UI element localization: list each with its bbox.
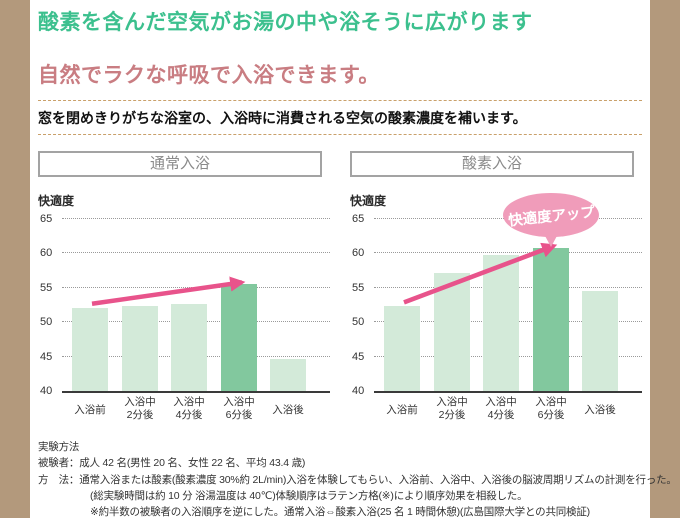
bar-value — [270, 359, 306, 391]
comfort-up-balloon: 快適度アップ — [503, 193, 599, 237]
bar-highlight — [221, 284, 257, 391]
page-content: 酸素を含んだ空気がお湯の中や浴そうに広がります 自然でラクな呼吸で入浴できます。… — [30, 0, 650, 518]
y-tick-label: 50 — [352, 316, 364, 328]
y-tick-label: 40 — [352, 385, 364, 397]
y-tick-label: 50 — [40, 316, 52, 328]
chart-title-box: 通常入浴 — [38, 151, 322, 177]
note-box: 窓を閉めきりがちな浴室の、入浴時に消費される空気の酸素濃度を補います。 — [38, 100, 642, 135]
x-axis-label: 入浴後 — [568, 404, 632, 417]
footer-line: 方 法：通常入浴または酸素(酸素濃度 30%約 2L/min)入浴を体験してもら… — [38, 472, 642, 488]
y-tick-label: 55 — [352, 282, 364, 294]
y-tick-label: 45 — [40, 351, 52, 363]
page-title: 酸素を含んだ空気がお湯の中や浴そうに広がります — [38, 6, 642, 36]
bar-value — [122, 306, 158, 391]
y-tick-label: 65 — [352, 213, 364, 225]
y-axis-title: 快適度 — [350, 192, 642, 209]
chart-panel-oxygen-bath: 酸素入浴 快適度 65 60 55 50 45 40 快適度アップ 入浴前入浴中 2分後入… — [350, 151, 642, 427]
y-tick-label: 40 — [40, 385, 52, 397]
bars-group — [62, 219, 330, 391]
bars-group — [374, 219, 642, 391]
left-border-stripe — [0, 0, 30, 518]
plot-area — [62, 219, 330, 393]
y-tick-label: 60 — [40, 247, 52, 259]
chart-title: 通常入浴 — [150, 155, 210, 172]
bar-value — [72, 308, 108, 391]
chart-title-box: 酸素入浴 — [350, 151, 634, 177]
x-axis-labels: 入浴前入浴中 2分後入浴中 4分後入浴中 6分後入浴後 — [374, 395, 642, 427]
x-axis-label: 入浴後 — [256, 404, 320, 417]
footer-line: 被験者：成人 42 名(男性 20 名、女性 22 名、平均 43.4 歳) — [38, 455, 642, 471]
chart-title: 酸素入浴 — [462, 155, 522, 172]
plot-area: 快適度アップ — [374, 219, 642, 393]
charts-row: 通常入浴 快適度 65 60 55 50 45 40 入浴前入浴中 2分後入浴中 4分後入… — [38, 151, 642, 427]
page-subtitle: 自然でラクな呼吸で入浴できます。 — [38, 59, 642, 89]
bar-highlight — [533, 248, 569, 391]
y-tick-label: 45 — [352, 351, 364, 363]
y-tick-label: 60 — [352, 247, 364, 259]
right-border-stripe — [650, 0, 680, 518]
bar-value — [384, 306, 420, 391]
balloon-tail — [544, 234, 558, 247]
y-axis-title: 快適度 — [38, 192, 330, 209]
footer-heading: 実験方法 — [38, 439, 642, 455]
y-tick-label: 65 — [40, 213, 52, 225]
bar-value — [483, 255, 519, 391]
bar-value — [434, 273, 470, 391]
bar-value — [171, 304, 207, 391]
footer-line: (総実験時間は約 10 分 浴湯温度は 40℃)体験順序はラテン方格(※)により… — [90, 488, 642, 504]
y-tick-label: 55 — [40, 282, 52, 294]
balloon-label: 快適度アップ — [507, 200, 596, 230]
x-axis-labels: 入浴前入浴中 2分後入浴中 4分後入浴中 6分後入浴後 — [62, 395, 330, 427]
experiment-method-note: 実験方法 被験者：成人 42 名(男性 20 名、女性 22 名、平均 43.4… — [38, 439, 642, 520]
chart-panel-normal-bath: 通常入浴 快適度 65 60 55 50 45 40 入浴前入浴中 2分後入浴中 4分後入… — [38, 151, 330, 427]
bar-value — [582, 291, 618, 391]
